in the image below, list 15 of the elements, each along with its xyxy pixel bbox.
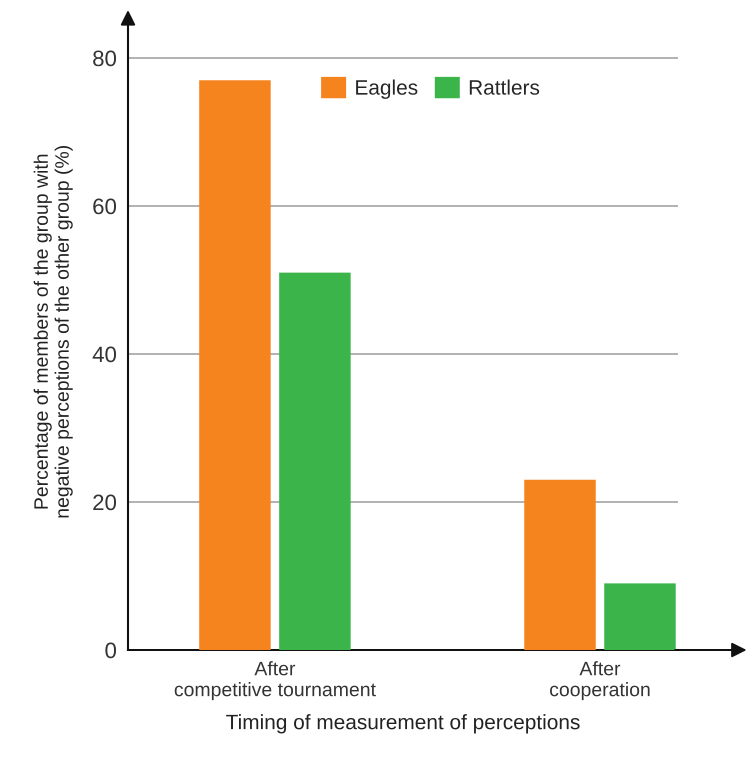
y-tick-label: 0 [105,642,116,658]
y-tick-label: 80 [93,50,116,66]
y-axis-title: Percentage of members of the group with negative perceptions of the other group (%) [34,146,73,518]
y-tick-label: 40 [92,346,116,362]
bar [199,80,271,650]
x-axis-title: Timing of measurement of perceptions [226,714,580,734]
legend-label: Eagles [356,80,418,99]
bar [524,480,596,650]
y-tick-label: 60 [93,198,116,214]
y-tick-label: 20 [93,494,116,510]
bar [604,583,676,650]
legend-label: Rattlers [470,80,540,95]
bar [279,272,351,650]
x-tick-label: After cooperation [550,661,650,700]
x-tick-label: After competitive tournament [174,661,376,700]
